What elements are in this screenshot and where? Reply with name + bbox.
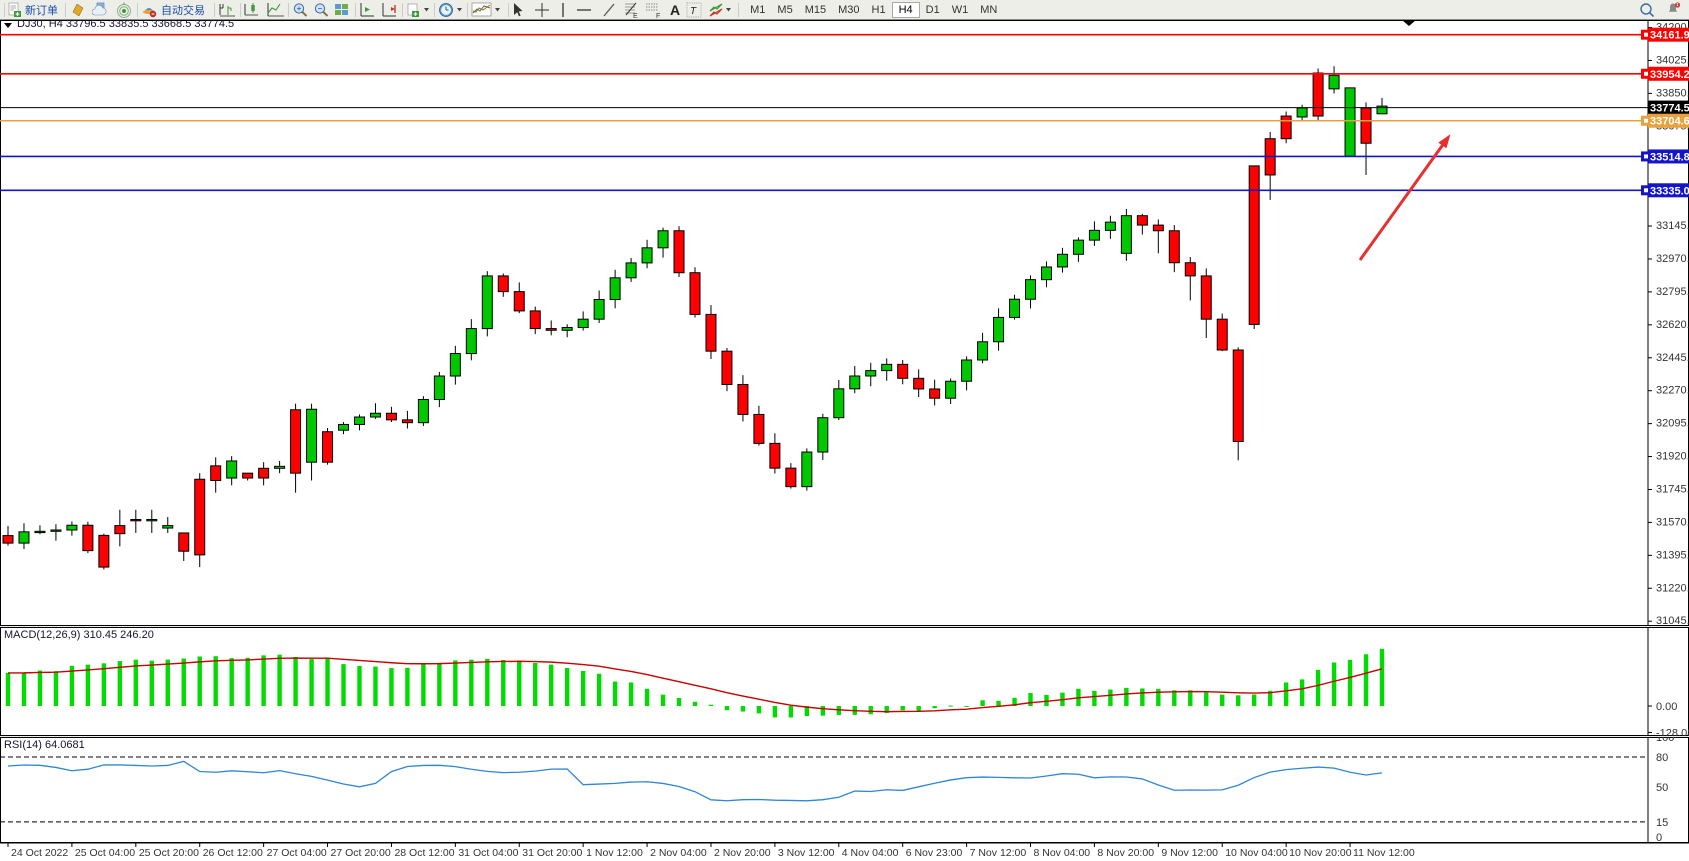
svg-text:80: 80 [1656, 752, 1668, 764]
svg-text:31045.0: 31045.0 [1656, 615, 1689, 626]
svg-text:34161.9: 34161.9 [1650, 30, 1689, 42]
svg-text:32095.0: 32095.0 [1656, 418, 1689, 430]
svg-text:33335.0: 33335.0 [1650, 185, 1689, 197]
svg-text:32620.0: 32620.0 [1656, 319, 1689, 331]
svg-text:MACD(12,26,9) 310.45 246.20: MACD(12,26,9) 310.45 246.20 [4, 629, 154, 641]
svg-text:32970.0: 32970.0 [1656, 253, 1689, 265]
svg-text:T: T [690, 6, 697, 17]
svg-text:0.00: 0.00 [1656, 701, 1677, 713]
svg-text:31745.0: 31745.0 [1656, 483, 1689, 495]
svg-text:F: F [656, 13, 660, 18]
svg-text:0: 0 [1656, 832, 1662, 843]
svg-text:2 Nov 04:00: 2 Nov 04:00 [650, 847, 707, 859]
svg-text:27 Oct 04:00: 27 Oct 04:00 [267, 847, 327, 859]
svg-text:1 Nov 12:00: 1 Nov 12:00 [586, 847, 643, 859]
svg-text:8 Nov 20:00: 8 Nov 20:00 [1097, 847, 1154, 859]
svg-text:100: 100 [1656, 737, 1674, 744]
svg-text:50: 50 [1656, 782, 1668, 794]
svg-text:10 Nov 04:00: 10 Nov 04:00 [1225, 847, 1288, 859]
svg-text:33850.0: 33850.0 [1656, 87, 1689, 99]
svg-text:31 Oct 04:00: 31 Oct 04:00 [458, 847, 518, 859]
svg-text:7 Nov 12:00: 7 Nov 12:00 [970, 847, 1027, 859]
svg-text:25 Oct 04:00: 25 Oct 04:00 [75, 847, 135, 859]
svg-text:33774.5: 33774.5 [1650, 103, 1689, 115]
svg-text:3 Nov 12:00: 3 Nov 12:00 [778, 847, 835, 859]
svg-text:28 Oct 12:00: 28 Oct 12:00 [394, 847, 454, 859]
svg-text:27 Oct 20:00: 27 Oct 20:00 [331, 847, 391, 859]
svg-text:31220.0: 31220.0 [1656, 582, 1689, 594]
svg-text:407.96: 407.96 [1656, 627, 1689, 629]
svg-text:10 Nov 20:00: 10 Nov 20:00 [1289, 847, 1352, 859]
svg-text:33954.2: 33954.2 [1650, 69, 1689, 81]
svg-text:DJ30, H4 33796.5 33835.5 336: DJ30, H4 33796.5 33835.5 33668.5 33774.5 [17, 20, 234, 30]
svg-text:33145.0: 33145.0 [1656, 220, 1689, 232]
svg-text:32270.0: 32270.0 [1656, 385, 1689, 397]
svg-text:31395.0: 31395.0 [1656, 549, 1689, 561]
svg-text:24 Oct 2022: 24 Oct 2022 [11, 847, 68, 859]
svg-text:33514.8: 33514.8 [1650, 151, 1689, 163]
svg-text:15: 15 [1656, 817, 1668, 829]
svg-text:31 Oct 20:00: 31 Oct 20:00 [522, 847, 582, 859]
svg-text:RSI(14) 64.0681: RSI(14) 64.0681 [4, 739, 85, 751]
svg-text:25 Oct 20:00: 25 Oct 20:00 [139, 847, 199, 859]
svg-text:11 Nov 12:00: 11 Nov 12:00 [1353, 847, 1415, 859]
svg-text:32445.0: 32445.0 [1656, 352, 1689, 364]
svg-text:-128.08: -128.08 [1656, 727, 1689, 736]
svg-text:32795.0: 32795.0 [1656, 286, 1689, 298]
svg-text:2 Nov 20:00: 2 Nov 20:00 [714, 847, 771, 859]
svg-text:34025.0: 34025.0 [1656, 54, 1689, 66]
svg-text:33704.6: 33704.6 [1650, 116, 1689, 128]
svg-text:31570.0: 31570.0 [1656, 516, 1689, 528]
svg-text:26 Oct 12:00: 26 Oct 12:00 [203, 847, 263, 859]
svg-text:4 Nov 04:00: 4 Nov 04:00 [842, 847, 899, 859]
svg-text:8 Nov 04:00: 8 Nov 04:00 [1034, 847, 1091, 859]
svg-text:9 Nov 12:00: 9 Nov 12:00 [1161, 847, 1218, 859]
svg-text:E: E [633, 13, 638, 18]
svg-text:6 Nov 23:00: 6 Nov 23:00 [906, 847, 963, 859]
svg-text:31920.0: 31920.0 [1656, 451, 1689, 463]
